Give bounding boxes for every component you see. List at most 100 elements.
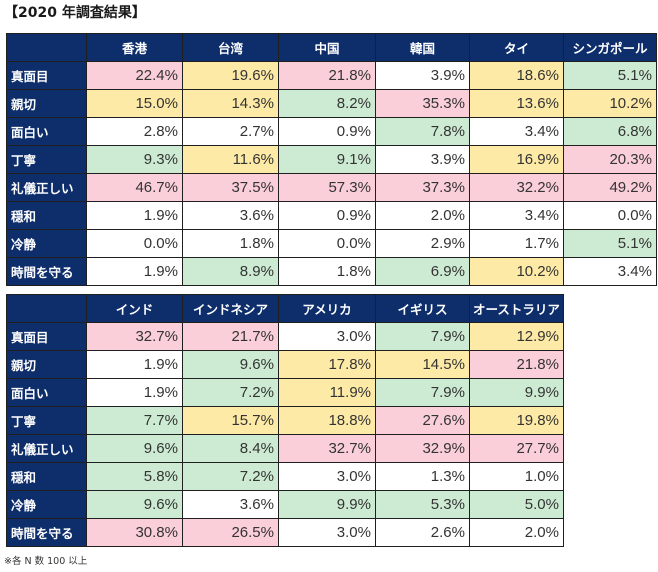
footnote: ※各 N 数 100 以上 xyxy=(4,556,88,567)
value-cell: 7.8% xyxy=(375,117,470,146)
value-cell: 27.7% xyxy=(469,434,564,463)
country-header: シンガポール xyxy=(563,33,657,62)
value-cell: 35.3% xyxy=(375,89,470,118)
table-row: 時間を守る 30.8% 26.5% 3.0% 2.6% 2.0% xyxy=(6,518,564,547)
value-cell: 3.9% xyxy=(375,61,470,90)
country-header: イギリス xyxy=(375,294,470,323)
value-cell: 18.6% xyxy=(469,61,564,90)
value-cell: 1.8% xyxy=(278,257,376,286)
results-table-others: インド インドネシア アメリカ イギリス オーストラリア 真面目 32.7% 21.7% 3.… xyxy=(6,294,564,547)
value-cell: 32.7% xyxy=(278,434,376,463)
value-cell: 9.1% xyxy=(278,145,376,174)
page-title: 【2020 年調査結果】 xyxy=(4,5,146,21)
row-label: 親切 xyxy=(6,89,87,118)
header-row: インド インドネシア アメリカ イギリス オーストラリア xyxy=(6,294,564,323)
value-cell: 21.8% xyxy=(469,350,564,379)
table-row: 礼儀正しい 46.7% 37.5% 57.3% 37.3% 32.2% 49.2% xyxy=(6,173,657,202)
value-cell: 8.2% xyxy=(278,89,376,118)
row-label: 穏和 xyxy=(6,201,87,230)
value-cell: 15.7% xyxy=(182,406,279,435)
corner-header-cell xyxy=(6,294,87,323)
value-cell: 7.2% xyxy=(182,378,279,407)
value-cell: 3.4% xyxy=(563,257,657,286)
value-cell: 3.6% xyxy=(182,201,279,230)
table-row: 面白い 2.8% 2.7% 0.9% 7.8% 3.4% 6.8% xyxy=(6,117,657,146)
value-cell: 2.7% xyxy=(182,117,279,146)
value-cell: 3.0% xyxy=(278,518,376,547)
value-cell: 3.6% xyxy=(182,490,279,519)
header-row: 香港 台湾 中国 韓国 タイ シンガポール xyxy=(6,33,657,62)
row-label: 礼儀正しい xyxy=(6,434,87,463)
value-cell: 1.9% xyxy=(86,350,183,379)
value-cell: 13.6% xyxy=(469,89,564,118)
value-cell: 3.0% xyxy=(278,462,376,491)
value-cell: 5.1% xyxy=(563,229,657,258)
value-cell: 7.9% xyxy=(375,378,470,407)
table-row: 穏和 1.9% 3.6% 0.9% 2.0% 3.4% 0.0% xyxy=(6,201,657,230)
country-header: アメリカ xyxy=(278,294,376,323)
value-cell: 9.9% xyxy=(278,490,376,519)
value-cell: 32.9% xyxy=(375,434,470,463)
value-cell: 11.9% xyxy=(278,378,376,407)
value-cell: 32.7% xyxy=(86,322,183,351)
value-cell: 2.0% xyxy=(375,201,470,230)
country-header: 香港 xyxy=(86,33,183,62)
corner-header-cell xyxy=(6,33,87,62)
value-cell: 30.8% xyxy=(86,518,183,547)
value-cell: 6.9% xyxy=(375,257,470,286)
value-cell: 3.4% xyxy=(469,117,564,146)
value-cell: 11.6% xyxy=(182,145,279,174)
row-label: 面白い xyxy=(6,117,87,146)
table-row: 親切 15.0% 14.3% 8.2% 35.3% 13.6% 10.2% xyxy=(6,89,657,118)
row-label: 冷静 xyxy=(6,490,87,519)
row-label: 親切 xyxy=(6,350,87,379)
table-row: 礼儀正しい 9.6% 8.4% 32.7% 32.9% 27.7% xyxy=(6,434,564,463)
row-label: 丁寧 xyxy=(6,145,87,174)
value-cell: 9.6% xyxy=(86,434,183,463)
value-cell: 46.7% xyxy=(86,173,183,202)
value-cell: 1.7% xyxy=(469,229,564,258)
table-row: 穏和 5.8% 7.2% 3.0% 1.3% 1.0% xyxy=(6,462,564,491)
value-cell: 7.2% xyxy=(182,462,279,491)
value-cell: 10.2% xyxy=(563,89,657,118)
country-header: オーストラリア xyxy=(469,294,564,323)
value-cell: 9.6% xyxy=(182,350,279,379)
value-cell: 2.8% xyxy=(86,117,183,146)
row-label: 真面目 xyxy=(6,61,87,90)
row-label: 冷静 xyxy=(6,229,87,258)
value-cell: 3.4% xyxy=(469,201,564,230)
table-row: 冷静 0.0% 1.8% 0.0% 2.9% 1.7% 5.1% xyxy=(6,229,657,258)
value-cell: 19.6% xyxy=(182,61,279,90)
value-cell: 1.3% xyxy=(375,462,470,491)
value-cell: 14.3% xyxy=(182,89,279,118)
value-cell: 1.9% xyxy=(86,378,183,407)
value-cell: 0.0% xyxy=(86,229,183,258)
value-cell: 10.2% xyxy=(469,257,564,286)
value-cell: 27.6% xyxy=(375,406,470,435)
value-cell: 0.9% xyxy=(278,117,376,146)
value-cell: 16.9% xyxy=(469,145,564,174)
value-cell: 2.6% xyxy=(375,518,470,547)
country-header: 韓国 xyxy=(375,33,470,62)
value-cell: 37.3% xyxy=(375,173,470,202)
value-cell: 12.9% xyxy=(469,322,564,351)
value-cell: 15.0% xyxy=(86,89,183,118)
row-label: 礼儀正しい xyxy=(6,173,87,202)
value-cell: 21.7% xyxy=(182,322,279,351)
table-row: 親切 1.9% 9.6% 17.8% 14.5% 21.8% xyxy=(6,350,564,379)
country-header: インド xyxy=(86,294,183,323)
value-cell: 1.9% xyxy=(86,201,183,230)
value-cell: 8.9% xyxy=(182,257,279,286)
value-cell: 7.7% xyxy=(86,406,183,435)
table-row: 真面目 32.7% 21.7% 3.0% 7.9% 12.9% xyxy=(6,322,564,351)
table-row: 時間を守る 1.9% 8.9% 1.8% 6.9% 10.2% 3.4% xyxy=(6,257,657,286)
value-cell: 17.8% xyxy=(278,350,376,379)
value-cell: 6.8% xyxy=(563,117,657,146)
value-cell: 0.0% xyxy=(563,201,657,230)
value-cell: 5.3% xyxy=(375,490,470,519)
value-cell: 49.2% xyxy=(563,173,657,202)
value-cell: 20.3% xyxy=(563,145,657,174)
value-cell: 7.9% xyxy=(375,322,470,351)
country-header: 中国 xyxy=(278,33,376,62)
value-cell: 0.0% xyxy=(278,229,376,258)
